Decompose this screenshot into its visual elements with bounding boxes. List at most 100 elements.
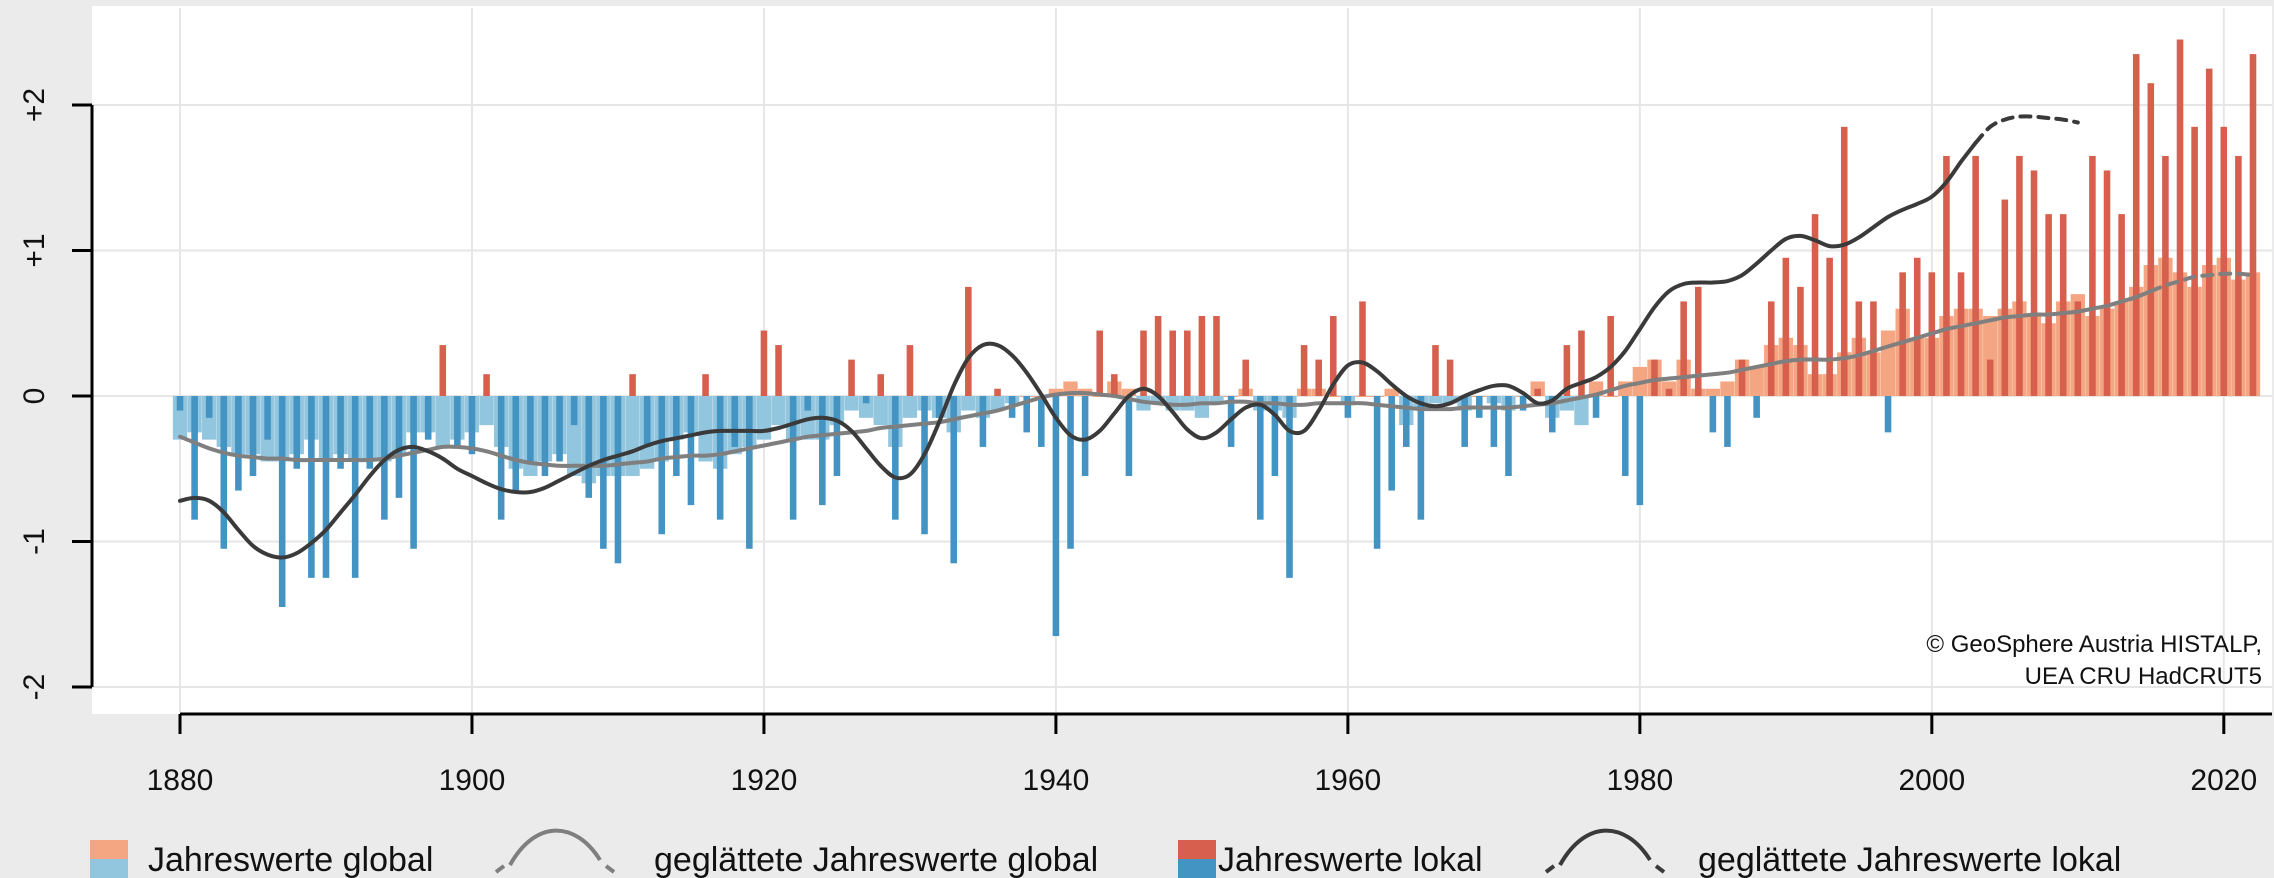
- local-annual-bar: [2132, 54, 2140, 396]
- x-tick-label: 1960: [1315, 764, 1382, 797]
- local-annual-bar: [1592, 396, 1600, 418]
- local-annual-bar: [454, 396, 461, 447]
- local-annual-bar: [1797, 286, 1804, 396]
- local-annual-bar: [1257, 396, 1264, 520]
- local-annual-bar: [1767, 301, 1775, 396]
- local-annual-bar: [1855, 301, 1863, 396]
- local-annual-bar: [497, 396, 505, 520]
- local-annual-bar: [1519, 396, 1527, 411]
- legend-label-local-smoothed: geglättete Jahreswerte lokal: [1698, 841, 2121, 878]
- global-annual-bar: [1121, 388, 1137, 396]
- legend-line-local-smoothed-dash-left: [1544, 864, 1556, 874]
- local-annual-bar: [1548, 396, 1556, 433]
- y-tick-label: -1: [18, 528, 51, 555]
- local-annual-bar: [2162, 155, 2169, 396]
- local-annual-bar: [585, 396, 593, 498]
- local-annual-bar: [293, 396, 301, 469]
- local-annual-bar: [512, 396, 520, 491]
- x-tick-label: 1900: [439, 764, 506, 797]
- local-annual-bar: [541, 396, 549, 477]
- x-tick-label: 2000: [1898, 764, 1965, 797]
- local-smoothed-line-provisional: [1973, 114, 2080, 145]
- local-annual-bar: [716, 396, 724, 520]
- local-annual-bar: [1213, 315, 1220, 396]
- global-annual-bar: [961, 396, 976, 411]
- local-annual-bar: [1651, 359, 1658, 396]
- local-annual-bar: [1052, 396, 1060, 637]
- local-annual-bar: [1432, 345, 1439, 396]
- local-annual-bar: [673, 396, 680, 477]
- local-annual-bar: [1373, 396, 1381, 549]
- local-annual-bar: [921, 396, 928, 535]
- local-annual-bar: [2074, 301, 2082, 396]
- axes: 1880 1900 1920 1940 1960 1980 2000 2020 -2 -1 0 +1 +…: [18, 88, 2272, 797]
- local-annual-bar: [1986, 359, 1994, 396]
- local-annual-bar: [1446, 359, 1454, 396]
- local-annual-bar: [570, 396, 578, 426]
- global-annual-bar: [858, 396, 874, 418]
- global-annual-bar: [1326, 396, 1341, 397]
- local-annual-bar: [527, 396, 534, 462]
- local-annual-bar: [600, 396, 607, 549]
- local-annual-bar: [1038, 396, 1045, 447]
- credit-line-1: © GeoSphere Austria HISTALP,: [1926, 631, 2262, 658]
- local-annual-bar: [1344, 396, 1352, 418]
- local-annual-bar: [1315, 359, 1322, 396]
- local-annual-bar: [278, 396, 286, 607]
- local-annual-bar: [1826, 257, 1833, 396]
- local-annual-bar: [994, 388, 1001, 396]
- local-annual-bar: [614, 396, 622, 564]
- local-smoothed-line: [178, 140, 1978, 560]
- local-annual-bar: [862, 396, 870, 404]
- local-annual-bar: [468, 396, 476, 455]
- global-annual-bar: [1194, 396, 1210, 418]
- local-annual-bar: [775, 345, 782, 396]
- credit-line-2: UEA CRU HadCRUT5: [2025, 663, 2262, 690]
- global-annual-bar: [1720, 381, 1735, 396]
- local-annual-bar: [1913, 257, 1921, 396]
- local-annual-bar: [1169, 330, 1176, 396]
- local-annual-bar: [906, 345, 914, 396]
- global-annual-bar: [435, 396, 450, 447]
- local-annual-bar: [2118, 214, 2125, 396]
- global-annual-bar: [1048, 388, 1064, 396]
- local-annual-bar: [483, 374, 490, 396]
- local-annual-bar: [1023, 396, 1031, 433]
- global-annual-bar: [990, 396, 1005, 411]
- global-annual-bar: [844, 396, 859, 411]
- local-annual-bar: [439, 345, 447, 396]
- global-annual-bar: [1209, 396, 1224, 404]
- global-annual-bar: [902, 396, 918, 418]
- local-annual-bar: [1899, 272, 1906, 396]
- x-tick-label: 1880: [147, 764, 214, 797]
- global-annual-bar: [1705, 388, 1721, 396]
- local-annual-bar: [746, 396, 753, 549]
- global-annual-bar: [771, 396, 786, 426]
- local-annual-bar: [2016, 155, 2023, 396]
- legend-label-global-smoothed: geglättete Jahreswerte global: [654, 841, 1098, 878]
- local-annual-bar: [2205, 68, 2213, 396]
- local-annual-bar: [1753, 396, 1760, 418]
- local-annual-bar: [205, 396, 213, 418]
- local-annual-bar: [1943, 155, 1950, 396]
- local-annual-bar: [979, 396, 987, 447]
- local-annual-bar: [1534, 388, 1541, 396]
- local-annual-bar: [819, 396, 826, 506]
- local-annual-bar: [687, 396, 695, 506]
- credit-annotation: © GeoSphere Austria HISTALP, UEA CRU Had…: [1926, 631, 2262, 690]
- global-smoothed-line-provisional: [2148, 271, 2255, 294]
- local-annual-bar: [1286, 396, 1293, 578]
- local-annual-bar: [731, 396, 739, 447]
- x-tick-label: 1920: [731, 764, 798, 797]
- local-annual-bar: [1271, 396, 1279, 477]
- local-annual-bar: [833, 396, 841, 477]
- local-annual-bar: [804, 396, 812, 411]
- global-annual-bar: [873, 396, 888, 426]
- local-annual-bar: [1709, 396, 1717, 433]
- global-annual-bar: [1603, 396, 1618, 397]
- x-tick-label: 2020: [2190, 764, 2257, 797]
- local-annual-bar: [1870, 301, 1877, 396]
- local-annual-bar: [2147, 83, 2155, 397]
- y-tick-label: +2: [18, 88, 51, 122]
- local-annual-bar: [965, 286, 972, 396]
